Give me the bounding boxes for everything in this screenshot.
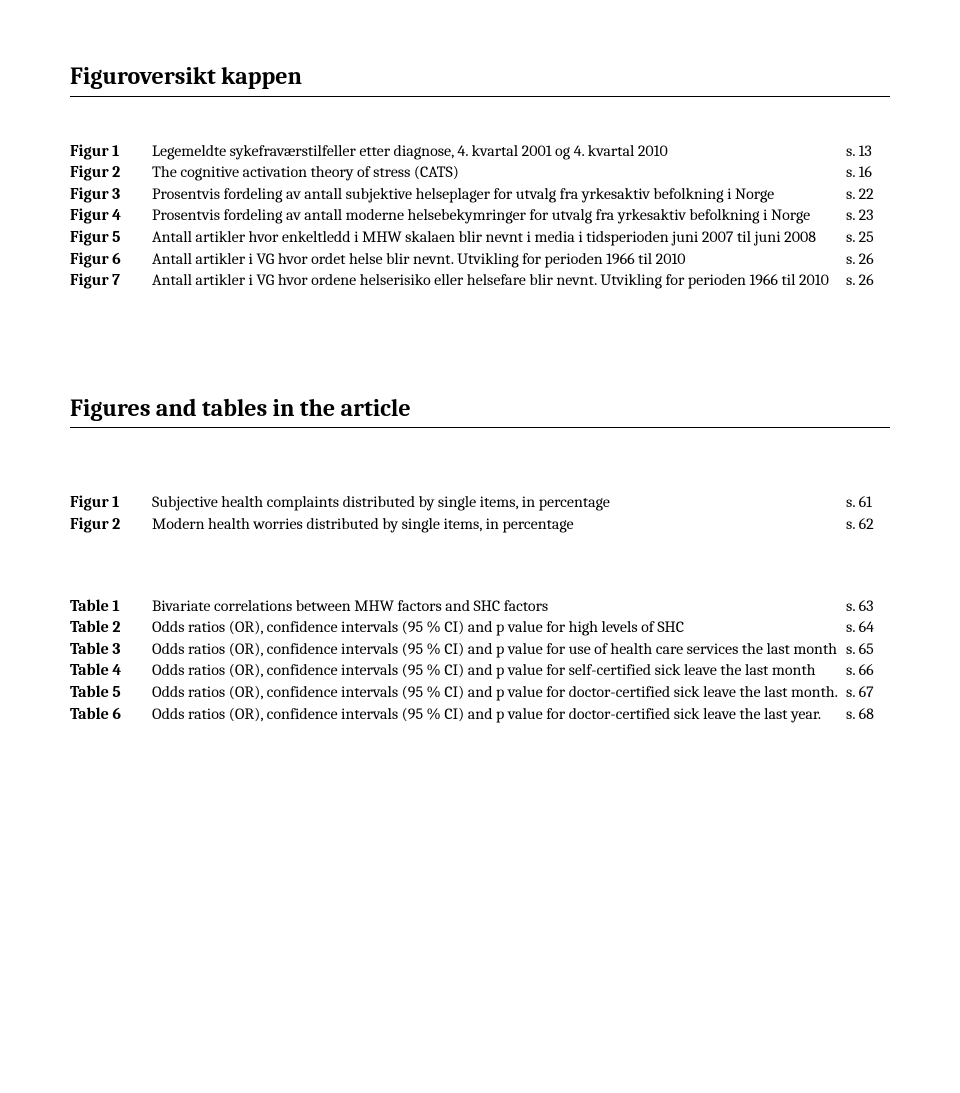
figur-row: Figur 1Subjective health complaints dist… [70,492,890,514]
figur-row: Figur 3Prosentvis fordeling av antall su… [70,184,890,206]
table-row: Table 5Odds ratios (OR), confidence inte… [70,682,890,704]
section1-list: Figur 1Legemeldte sykefraværstilfeller e… [70,141,890,292]
figur-row: Figur 2Modern health worries distributed… [70,514,890,536]
table-description: Bivariate correlations between MHW facto… [152,596,846,618]
figur-description: The cognitive activation theory of stres… [152,162,846,184]
figur-row: Figur 5Antall artikler hvor enkeltledd i… [70,227,890,249]
table-page: s. 64 [846,617,890,639]
figur-page: s. 13 [846,141,890,163]
table-row: Table 2Odds ratios (OR), confidence inte… [70,617,890,639]
section1-title: Figuroversikt kappen [70,60,890,97]
figur-page: s. 16 [846,162,890,184]
section2-tables-list: Table 1Bivariate correlations between MH… [70,596,890,726]
figur-page: s. 26 [846,249,890,271]
figur-description: Prosentvis fordeling av antall subjektiv… [152,184,846,206]
figur-label: Figur 6 [70,249,152,271]
table-row: Table 6Odds ratios (OR), confidence inte… [70,704,890,726]
figur-label: Figur 2 [70,514,152,536]
figur-row: Figur 4Prosentvis fordeling av antall mo… [70,205,890,227]
figur-label: Figur 3 [70,184,152,206]
figur-description: Antall artikler i VG hvor ordet helse bl… [152,249,846,271]
figur-row: Figur 6Antall artikler i VG hvor ordet h… [70,249,890,271]
figur-label: Figur 1 [70,141,152,163]
figur-description: Subjective health complaints distributed… [152,492,846,514]
table-page: s. 65 [846,639,890,661]
table-description: Odds ratios (OR), confidence intervals (… [152,660,846,682]
table-page: s. 67 [846,682,890,704]
table-label: Table 2 [70,617,152,639]
figur-label: Figur 7 [70,270,152,292]
table-row: Table 4Odds ratios (OR), confidence inte… [70,660,890,682]
table-label: Table 5 [70,682,152,704]
figur-page: s. 23 [846,205,890,227]
table-label: Table 6 [70,704,152,726]
table-row: Table 1Bivariate correlations between MH… [70,596,890,618]
figur-row: Figur 1Legemeldte sykefraværstilfeller e… [70,141,890,163]
table-page: s. 66 [846,660,890,682]
figur-page: s. 26 [846,270,890,292]
table-description: Odds ratios (OR), confidence intervals (… [152,617,846,639]
figur-label: Figur 1 [70,492,152,514]
figur-page: s. 25 [846,227,890,249]
figur-row: Figur 7Antall artikler i VG hvor ordene … [70,270,890,292]
section2-figures-list: Figur 1Subjective health complaints dist… [70,492,890,535]
figur-page: s. 22 [846,184,890,206]
table-description: Odds ratios (OR), confidence intervals (… [152,682,846,704]
figur-row: Figur 2The cognitive activation theory o… [70,162,890,184]
figur-page: s. 62 [846,514,890,536]
table-page: s. 68 [846,704,890,726]
table-description: Odds ratios (OR), confidence intervals (… [152,704,846,726]
section2-title: Figures and tables in the article [70,392,890,429]
figur-label: Figur 2 [70,162,152,184]
table-label: Table 3 [70,639,152,661]
figur-description: Antall artikler i VG hvor ordene helseri… [152,270,846,292]
figur-label: Figur 5 [70,227,152,249]
table-row: Table 3Odds ratios (OR), confidence inte… [70,639,890,661]
table-page: s. 63 [846,596,890,618]
figur-description: Legemeldte sykefraværstilfeller etter di… [152,141,846,163]
figur-description: Antall artikler hvor enkeltledd i MHW sk… [152,227,846,249]
figur-label: Figur 4 [70,205,152,227]
table-description: Odds ratios (OR), confidence intervals (… [152,639,846,661]
figur-description: Prosentvis fordeling av antall moderne h… [152,205,846,227]
figur-page: s. 61 [846,492,890,514]
figur-description: Modern health worries distributed by sin… [152,514,846,536]
table-label: Table 1 [70,596,152,618]
table-label: Table 4 [70,660,152,682]
